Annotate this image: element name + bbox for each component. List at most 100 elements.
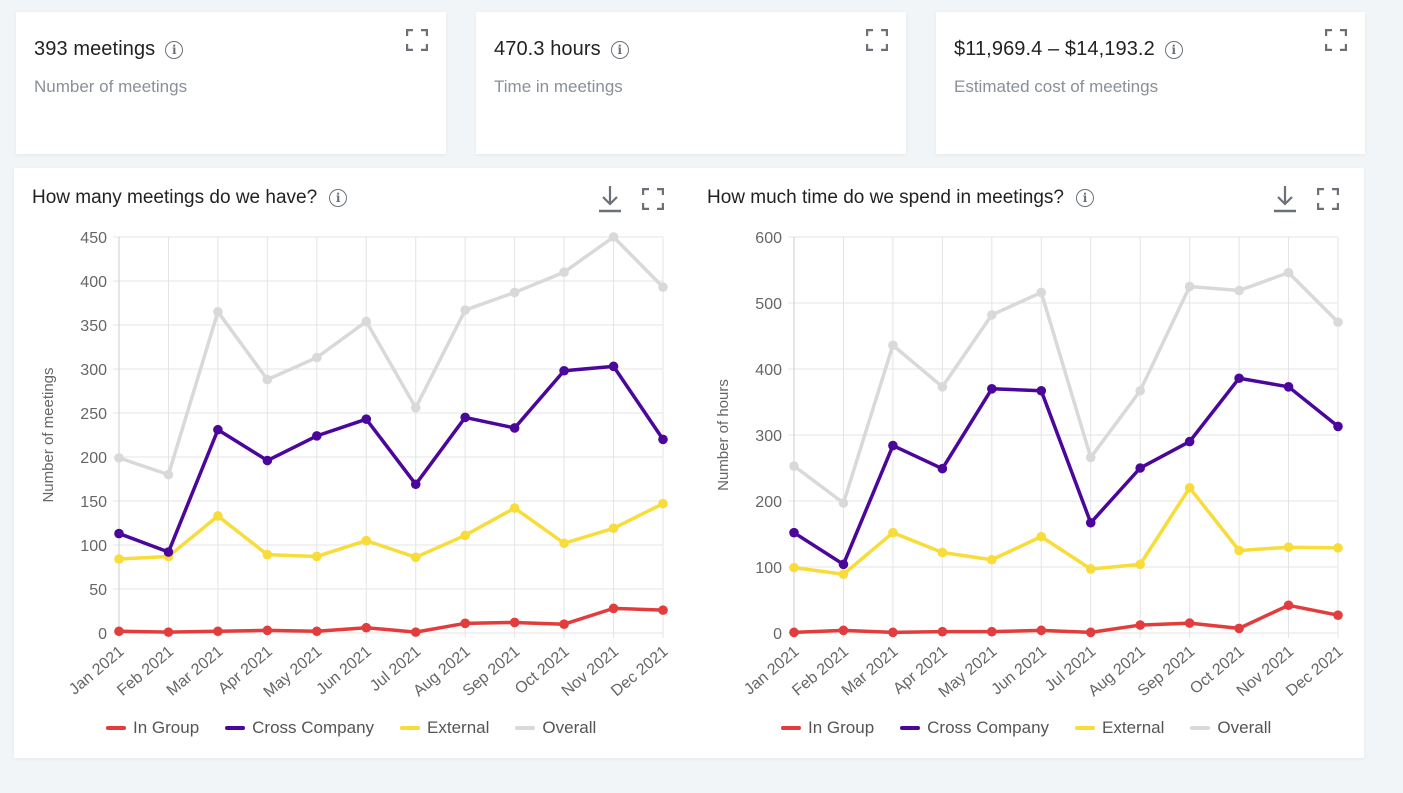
data-point[interactable] xyxy=(1184,483,1195,493)
data-point[interactable] xyxy=(312,431,322,441)
data-point[interactable] xyxy=(114,453,124,463)
data-point[interactable] xyxy=(838,569,849,580)
data-point[interactable] xyxy=(460,412,470,423)
download-icon[interactable] xyxy=(597,185,623,213)
data-point[interactable] xyxy=(1135,463,1145,473)
data-point[interactable] xyxy=(888,527,898,538)
data-point[interactable] xyxy=(1283,267,1294,278)
data-point[interactable] xyxy=(361,622,372,633)
data-point[interactable] xyxy=(937,547,948,558)
data-point[interactable] xyxy=(1036,385,1047,396)
data-point[interactable] xyxy=(658,498,668,509)
data-point[interactable] xyxy=(312,551,322,562)
data-point[interactable] xyxy=(1333,610,1343,620)
data-point[interactable] xyxy=(608,603,619,614)
data-point[interactable] xyxy=(789,562,799,573)
data-point[interactable] xyxy=(789,461,799,471)
data-point[interactable] xyxy=(262,374,273,385)
data-point[interactable] xyxy=(509,287,520,298)
data-point[interactable] xyxy=(1135,620,1145,630)
data-point[interactable] xyxy=(312,626,322,637)
data-point[interactable] xyxy=(1085,517,1096,528)
legend-item-in-group[interactable]: In Group xyxy=(781,718,874,738)
data-point[interactable] xyxy=(460,530,470,541)
data-point[interactable] xyxy=(460,618,470,629)
data-point[interactable] xyxy=(1184,281,1195,292)
data-point[interactable] xyxy=(262,549,273,560)
data-point[interactable] xyxy=(1135,559,1145,570)
data-point[interactable] xyxy=(312,352,322,363)
data-point[interactable] xyxy=(888,340,898,351)
data-point[interactable] xyxy=(410,552,421,563)
data-point[interactable] xyxy=(509,503,520,513)
data-point[interactable] xyxy=(213,626,223,637)
data-point[interactable] xyxy=(114,626,124,637)
expand-icon[interactable] xyxy=(642,188,664,210)
data-point[interactable] xyxy=(1234,545,1244,556)
data-point[interactable] xyxy=(559,267,569,277)
data-point[interactable] xyxy=(608,523,619,534)
data-point[interactable] xyxy=(987,626,997,637)
data-point[interactable] xyxy=(838,625,849,636)
data-point[interactable] xyxy=(361,316,372,327)
data-point[interactable] xyxy=(888,627,898,638)
data-point[interactable] xyxy=(658,434,668,445)
data-point[interactable] xyxy=(410,402,421,413)
data-point[interactable] xyxy=(1184,618,1195,628)
data-point[interactable] xyxy=(509,617,520,628)
data-point[interactable] xyxy=(559,619,569,629)
data-point[interactable] xyxy=(213,307,223,317)
data-point[interactable] xyxy=(213,424,223,435)
data-point[interactable] xyxy=(262,455,273,466)
data-point[interactable] xyxy=(937,463,948,474)
legend-item-cross-company[interactable]: Cross Company xyxy=(225,718,374,738)
data-point[interactable] xyxy=(789,527,799,538)
legend-item-external[interactable]: External xyxy=(1075,718,1164,738)
data-point[interactable] xyxy=(608,361,619,372)
data-point[interactable] xyxy=(213,511,223,521)
data-point[interactable] xyxy=(361,414,372,424)
data-point[interactable] xyxy=(987,384,997,394)
data-point[interactable] xyxy=(1085,564,1096,574)
info-icon[interactable]: i xyxy=(165,40,184,59)
legend-item-overall[interactable]: Overall xyxy=(515,718,596,738)
download-icon[interactable] xyxy=(1272,185,1298,213)
info-icon[interactable]: i xyxy=(329,189,348,207)
legend-item-in-group[interactable]: In Group xyxy=(106,718,199,738)
data-point[interactable] xyxy=(114,528,124,539)
expand-icon[interactable] xyxy=(1325,29,1347,51)
data-point[interactable] xyxy=(1234,623,1244,634)
data-point[interactable] xyxy=(987,554,997,565)
data-point[interactable] xyxy=(658,605,668,615)
data-point[interactable] xyxy=(509,423,520,433)
data-point[interactable] xyxy=(1234,373,1244,384)
data-point[interactable] xyxy=(1184,436,1195,447)
data-point[interactable] xyxy=(888,440,898,451)
data-point[interactable] xyxy=(163,469,174,480)
data-point[interactable] xyxy=(1085,452,1096,463)
legend-item-external[interactable]: External xyxy=(400,718,489,738)
data-point[interactable] xyxy=(1283,382,1294,392)
data-point[interactable] xyxy=(1283,600,1294,611)
data-point[interactable] xyxy=(1085,627,1096,638)
data-point[interactable] xyxy=(1036,531,1047,542)
info-icon[interactable]: i xyxy=(610,40,629,59)
legend-item-cross-company[interactable]: Cross Company xyxy=(900,718,1049,738)
data-point[interactable] xyxy=(559,538,569,549)
data-point[interactable] xyxy=(608,232,619,242)
info-icon[interactable]: i xyxy=(1075,189,1094,207)
data-point[interactable] xyxy=(1333,317,1343,327)
data-point[interactable] xyxy=(559,365,569,376)
data-point[interactable] xyxy=(1283,542,1294,552)
expand-icon[interactable] xyxy=(1317,188,1339,210)
expand-icon[interactable] xyxy=(866,29,888,51)
data-point[interactable] xyxy=(1036,287,1047,298)
data-point[interactable] xyxy=(1234,285,1244,296)
expand-icon[interactable] xyxy=(406,29,428,51)
data-point[interactable] xyxy=(163,627,174,637)
data-point[interactable] xyxy=(789,627,799,638)
data-point[interactable] xyxy=(1036,625,1047,636)
data-point[interactable] xyxy=(937,382,948,392)
data-point[interactable] xyxy=(658,282,668,292)
data-point[interactable] xyxy=(163,547,174,557)
